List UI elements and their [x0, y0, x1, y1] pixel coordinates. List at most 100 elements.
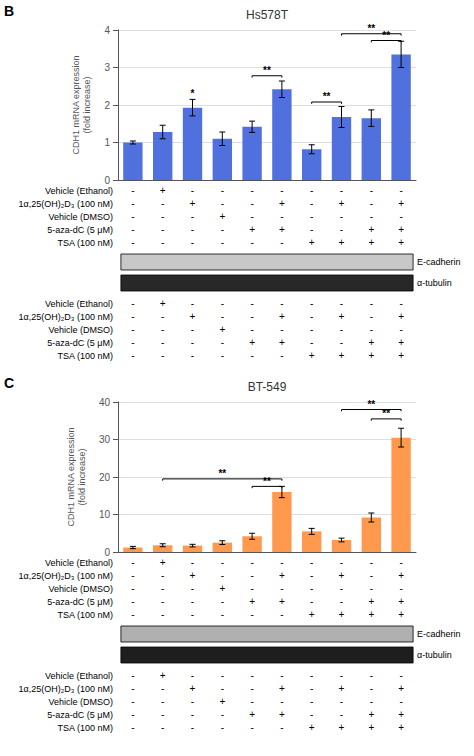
svg-text:-: - [310, 337, 313, 348]
svg-text:+: + [339, 683, 345, 694]
svg-text:0: 0 [104, 175, 110, 186]
svg-text:-: - [161, 570, 164, 581]
svg-text:-: - [221, 722, 224, 733]
svg-text:Hs578T: Hs578T [246, 8, 289, 22]
svg-text:-: - [221, 237, 224, 248]
svg-text:+: + [160, 670, 166, 681]
svg-text:+: + [279, 337, 285, 348]
svg-text:**: ** [367, 399, 375, 410]
svg-text:+: + [219, 324, 225, 335]
svg-text:Vehicle (DMSO): Vehicle (DMSO) [48, 697, 113, 707]
svg-text:-: - [399, 211, 402, 222]
svg-text:-: - [250, 670, 253, 681]
svg-text:-: - [250, 583, 253, 594]
svg-text:-: - [340, 211, 343, 222]
svg-text:-: - [191, 185, 194, 196]
svg-text:-: - [280, 211, 283, 222]
svg-text:-: - [340, 337, 343, 348]
svg-text:-: - [340, 709, 343, 720]
svg-text:-: - [250, 609, 253, 620]
svg-text:-: - [191, 324, 194, 335]
svg-text:-: - [280, 722, 283, 733]
svg-text:-: - [191, 211, 194, 222]
svg-text:5-aza-dC (5 μM): 5-aza-dC (5 μM) [47, 710, 113, 720]
svg-text:-: - [250, 237, 253, 248]
svg-text:B: B [4, 3, 14, 19]
svg-text:-: - [370, 696, 373, 707]
svg-text:+: + [279, 224, 285, 235]
svg-text:+: + [279, 596, 285, 607]
svg-text:-: - [250, 683, 253, 694]
svg-text:-: - [399, 670, 402, 681]
svg-text:-: - [250, 324, 253, 335]
svg-text:-: - [370, 570, 373, 581]
svg-text:20: 20 [99, 472, 111, 483]
svg-text:+: + [339, 350, 345, 361]
svg-text:-: - [310, 696, 313, 707]
svg-text:**: ** [382, 30, 390, 41]
svg-text:+: + [190, 570, 196, 581]
svg-text:+: + [309, 350, 315, 361]
svg-text:-: - [221, 224, 224, 235]
svg-text:-: - [191, 722, 194, 733]
svg-text:-: - [191, 224, 194, 235]
svg-text:-: - [310, 670, 313, 681]
svg-text:-: - [280, 185, 283, 196]
svg-text:+: + [160, 557, 166, 568]
svg-text:-: - [310, 324, 313, 335]
svg-text:-: - [310, 570, 313, 581]
svg-text:-: - [191, 557, 194, 568]
svg-text:-: - [340, 185, 343, 196]
svg-text:Vehicle (Ethanol): Vehicle (Ethanol) [45, 186, 113, 196]
svg-text:CDH1 mRNA expression: CDH1 mRNA expression [71, 55, 81, 154]
svg-text:-: - [250, 298, 253, 309]
svg-text:-: - [280, 557, 283, 568]
svg-text:-: - [340, 224, 343, 235]
svg-text:+: + [190, 683, 196, 694]
svg-text:-: - [161, 324, 164, 335]
svg-text:-: - [250, 185, 253, 196]
svg-text:+: + [190, 198, 196, 209]
svg-text:-: - [161, 609, 164, 620]
svg-text:-: - [280, 324, 283, 335]
svg-text:-: - [131, 596, 134, 607]
svg-text:-: - [191, 696, 194, 707]
svg-text:-: - [161, 311, 164, 322]
svg-text:+: + [339, 722, 345, 733]
svg-text:-: - [340, 670, 343, 681]
svg-text:-: - [250, 570, 253, 581]
svg-text:-: - [280, 237, 283, 248]
svg-text:-: - [221, 670, 224, 681]
svg-text:-: - [131, 311, 134, 322]
svg-text:-: - [340, 557, 343, 568]
svg-text:TSA (100 nM): TSA (100 nM) [57, 610, 113, 620]
svg-text:+: + [279, 198, 285, 209]
svg-text:+: + [398, 311, 404, 322]
svg-text:1α,25(OH)₂D₃ (100 nM): 1α,25(OH)₂D₃ (100 nM) [19, 571, 113, 581]
svg-text:-: - [310, 583, 313, 594]
svg-text:-: - [161, 237, 164, 248]
svg-text:-: - [131, 670, 134, 681]
svg-text:-: - [191, 337, 194, 348]
svg-text:(fold increase): (fold increase) [77, 448, 87, 505]
svg-text:+: + [309, 609, 315, 620]
svg-text:1α,25(OH)₂D₃ (100 nM): 1α,25(OH)₂D₃ (100 nM) [19, 199, 113, 209]
svg-text:+: + [398, 198, 404, 209]
svg-text:α-tubulin: α-tubulin [417, 650, 452, 660]
svg-text:-: - [310, 557, 313, 568]
svg-text:30: 30 [99, 434, 111, 445]
svg-text:TSA (100 nM): TSA (100 nM) [57, 723, 113, 733]
svg-text:+: + [160, 298, 166, 309]
svg-text:**: ** [323, 91, 331, 102]
svg-text:-: - [131, 337, 134, 348]
svg-text:-: - [370, 198, 373, 209]
svg-text:-: - [340, 583, 343, 594]
svg-text:-: - [280, 696, 283, 707]
svg-text:-: - [370, 185, 373, 196]
svg-text:+: + [219, 696, 225, 707]
svg-text:+: + [368, 609, 374, 620]
svg-text:-: - [221, 570, 224, 581]
svg-text:-: - [161, 596, 164, 607]
svg-text:-: - [221, 298, 224, 309]
svg-text:-: - [191, 583, 194, 594]
